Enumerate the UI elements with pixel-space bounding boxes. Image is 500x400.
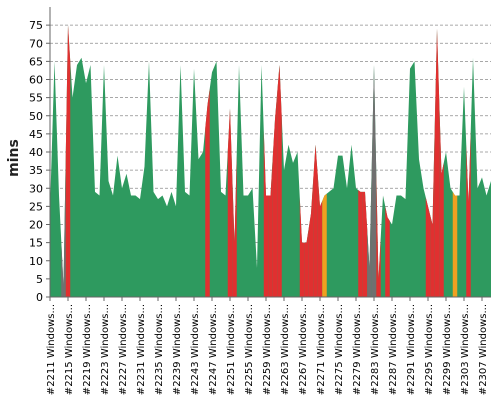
status-segment-failed: [308, 179, 314, 297]
x-tick-label: #2295 Windows...: [424, 304, 435, 395]
x-tick-label: #2227 Windows...: [118, 304, 129, 395]
y-tick-label: 35: [29, 164, 43, 177]
x-tick-label: #2219 Windows...: [82, 304, 93, 395]
status-segment-failed: [439, 101, 444, 297]
x-tick-label: #2211 Windows...: [46, 304, 57, 395]
status-segment-failed: [263, 130, 269, 297]
x-tick-label: #2247 Windows...: [208, 304, 219, 395]
status-segment-failed: [358, 190, 363, 297]
status-segment-failed: [227, 108, 233, 297]
y-tick-label: 0: [36, 291, 43, 304]
x-tick-label: #2243 Windows...: [190, 304, 201, 395]
status-segment-failed: [268, 157, 273, 297]
status-segment-failed: [430, 126, 435, 297]
status-segment-failed: [304, 228, 309, 297]
y-tick-label: 5: [36, 273, 43, 286]
status-segment-failed: [205, 88, 210, 297]
y-axis-label: mins: [6, 139, 22, 177]
x-tick-label: #2223 Windows...: [100, 304, 111, 395]
y-tick-label: 25: [29, 200, 43, 213]
status-segment-failed: [317, 175, 323, 297]
status-segment-unstable: [452, 191, 458, 297]
y-tick-label: 60: [29, 74, 43, 87]
y-tick-label: 65: [29, 55, 43, 68]
x-tick-label: #2299 Windows...: [442, 304, 453, 395]
y-tick-label: 15: [29, 237, 43, 250]
x-tick-label: #2215 Windows...: [64, 304, 75, 395]
x-tick-label: #2279 Windows...: [352, 304, 363, 395]
x-tick-label: #2251 Windows...: [226, 304, 237, 395]
status-segment-failed: [272, 92, 278, 297]
x-tick-label: #2259 Windows...: [262, 304, 273, 395]
status-segment-failed: [376, 171, 381, 297]
x-tick-label: #2307 Windows...: [478, 304, 489, 395]
x-tick-labels: #2211 Windows... #2215 Windows... #2219 Wi…: [46, 297, 489, 395]
status-segment-aborted: [61, 155, 66, 297]
y-tick-label: 45: [29, 128, 43, 141]
x-tick-label: #2275 Windows...: [334, 304, 345, 395]
x-tick-label: #2235 Windows...: [154, 304, 165, 395]
status-segment-aborted: [367, 166, 372, 297]
y-tick-label: 40: [29, 146, 43, 159]
status-segment-aborted: [371, 65, 377, 297]
x-tick-label: #2231 Windows...: [136, 304, 147, 395]
x-tick-label: #2291 Windows...: [406, 304, 417, 395]
status-segment-failed: [362, 191, 368, 297]
y-tick-label: 75: [29, 19, 43, 32]
x-tick-label: #2239 Windows...: [172, 304, 183, 395]
y-tick-label: 55: [29, 92, 43, 105]
y-tick-label: 30: [29, 182, 43, 195]
status-segment-failed: [385, 206, 390, 297]
x-tick-label: #2303 Windows...: [460, 304, 471, 395]
status-segment-failed: [232, 153, 237, 297]
x-tick-label: #2263 Windows...: [280, 304, 291, 395]
duration-area: [50, 25, 491, 297]
y-tick-label: 70: [29, 37, 43, 50]
status-segment-failed: [425, 197, 431, 297]
status-segment-failed: [65, 25, 71, 297]
x-tick-label: #2283 Windows...: [370, 304, 381, 395]
status-segment-unstable: [322, 193, 327, 297]
axes: [49, 7, 491, 298]
status-segment-failed: [313, 144, 318, 297]
x-tick-label: #2255 Windows...: [244, 304, 255, 395]
series-area: [50, 25, 491, 297]
status-segment-failed: [299, 197, 305, 297]
status-segment-failed: [277, 65, 282, 297]
status-segment-failed: [466, 130, 471, 297]
y-tick-label: 20: [29, 219, 43, 232]
y-tick-label: 50: [29, 110, 43, 123]
y-tick-labels: 0 5 10 15 20 25 30 35 40 45 50 55 60 65 70 75: [29, 19, 43, 304]
x-tick-label: #2287 Windows...: [388, 304, 399, 395]
y-tick-label: 10: [29, 255, 43, 268]
status-segment-failed: [434, 28, 440, 297]
x-tick-label: #2271 Windows...: [316, 304, 327, 395]
x-tick-label: #2267 Windows...: [298, 304, 309, 395]
